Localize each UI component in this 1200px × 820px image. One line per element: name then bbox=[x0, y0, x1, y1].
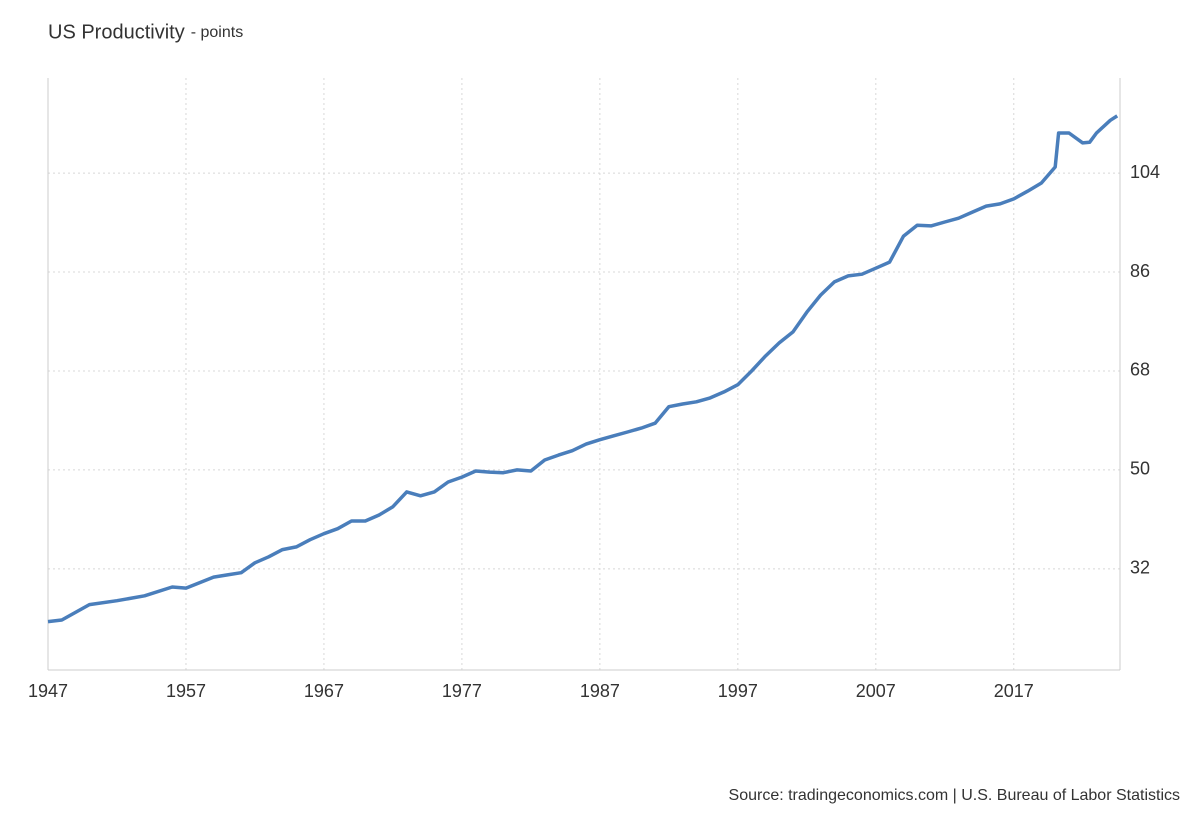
y-tick-label: 50 bbox=[1130, 459, 1150, 479]
y-tick-label: 68 bbox=[1130, 360, 1150, 380]
line bbox=[47, 114, 1119, 624]
x-tick-label: 2017 bbox=[994, 681, 1034, 701]
x-tick-label: 2007 bbox=[856, 681, 896, 701]
chart-subtitle: - points bbox=[191, 24, 243, 41]
y-tick-label: 86 bbox=[1130, 261, 1150, 281]
x-tick-label: 1977 bbox=[442, 681, 482, 701]
y-tick-label: 104 bbox=[1130, 162, 1160, 182]
source: Source: tradingeconomics.com | U.S. Bure… bbox=[729, 787, 1180, 804]
x-tick-label: 1967 bbox=[304, 681, 344, 701]
x-tick-label: 1957 bbox=[166, 681, 206, 701]
x-tick-label: 1947 bbox=[28, 681, 68, 701]
chart-title: US Productivity bbox=[48, 21, 185, 43]
x-tick-label: 1987 bbox=[580, 681, 620, 701]
x-tick-label: 1997 bbox=[718, 681, 758, 701]
y-tick-label: 32 bbox=[1130, 558, 1150, 578]
